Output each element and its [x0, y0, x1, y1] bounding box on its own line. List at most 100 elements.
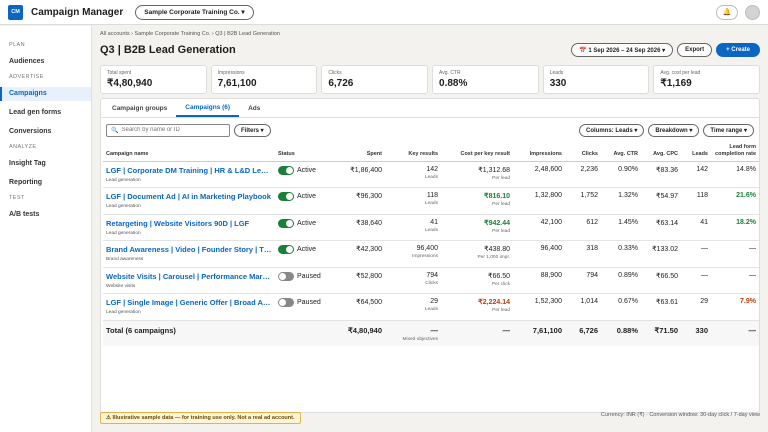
campaign-name-link[interactable]: Brand Awareness | Video | Founder Story … [106, 245, 272, 254]
col-header-status[interactable]: Status [275, 144, 343, 162]
col-header-ctr[interactable]: Avg. CTR [601, 144, 641, 162]
cost-per-result-cell: ₹1,312.68 Per lead [441, 161, 513, 188]
sidebar-item-insight-tag[interactable]: Insight Tag [9, 160, 46, 167]
sidebar-section-plan: PLAN [9, 42, 25, 48]
campaign-name-link[interactable]: LGF | Corporate DM Training | HR & L&D L… [106, 165, 272, 175]
cost-per-result-value: ₹438.80 [484, 246, 510, 253]
sidebar-section-analyze: ANALYZE [9, 144, 37, 150]
campaign-cell: Website Visits | Carousel | Performance … [103, 267, 275, 294]
tab-campaign-groups[interactable]: Campaign groups [112, 104, 168, 112]
sidebar-section-advertise: ADVERTISE [9, 74, 44, 80]
col-header-cost-per-key-result[interactable]: Cost per key result [441, 144, 513, 162]
status-toggle[interactable] [278, 192, 294, 201]
total-cpc: ₹71.50 [641, 319, 681, 346]
kpi-value: 0.88% [439, 78, 468, 89]
ctr-cell: 0.89% [601, 267, 641, 294]
completion-rate-value: 21.6% [736, 192, 756, 199]
export-button[interactable]: Export [677, 43, 713, 57]
impressions-cell: 2,48,600 [513, 161, 565, 188]
completion-rate-value: — [749, 271, 756, 279]
avatar[interactable] [745, 4, 760, 20]
kpi-card-avg-ctr: Avg. CTR 0.88% [432, 65, 539, 94]
campaigns-panel: Campaign groups Campaigns (6) Ads 🔍 Filter… [100, 98, 760, 413]
status-control: Active [278, 218, 340, 228]
sidebar-item-campaigns[interactable]: Campaigns [0, 87, 91, 101]
notifications-bell-icon[interactable]: 🔔 [716, 4, 738, 20]
status-toggle[interactable] [278, 298, 294, 307]
cost-per-result-unit: Per click [491, 281, 510, 287]
status-control: Active [278, 192, 340, 201]
cpc-cell: ₹83.36 [641, 161, 681, 188]
status-toggle[interactable] [278, 245, 294, 254]
sidebar-item-conversions[interactable]: Conversions [9, 128, 52, 135]
clicks-cell: 1,014 [565, 293, 601, 321]
tab-ads[interactable]: Ads [248, 104, 261, 112]
status-label: Active [297, 219, 317, 227]
cost-per-result-unit: Per lead [492, 202, 510, 207]
status-toggle[interactable] [278, 165, 294, 175]
tab-campaigns-6[interactable]: Campaigns (6) [176, 99, 240, 117]
total-clicks: 6,726 [565, 319, 601, 346]
status-toggle[interactable] [278, 218, 294, 228]
leads-cell: 29 [681, 293, 711, 321]
completion-rate-cell: 7.9% [711, 293, 759, 321]
sidebar-item-audiences[interactable]: Audiences [9, 58, 45, 65]
ctr-cell: 0.90% [601, 161, 641, 188]
leads-cell: 118 [681, 187, 711, 215]
col-header-cpc[interactable]: Avg. CPC [641, 144, 681, 162]
breadcrumb[interactable]: All accounts › Sample Corporate Training… [100, 31, 280, 37]
col-header-spent[interactable]: Spent [343, 144, 385, 162]
status-control: Paused [278, 271, 340, 281]
table-row[interactable]: LGF | Single Image | Generic Offer | Bro… [103, 293, 759, 321]
date-range-button[interactable]: 📅 1 Sep 2026 – 24 Sep 2026 ▾ [571, 43, 674, 57]
table-row[interactable]: LGF | Document Ad | AI in Marketing Play… [103, 187, 759, 215]
col-header-impressions[interactable]: Impressions [513, 144, 565, 162]
col-header-clicks[interactable]: Clicks [565, 144, 601, 162]
sidebar-item-a-b-tests[interactable]: A/B tests [9, 211, 40, 218]
total-impressions: 7,61,100 [513, 319, 565, 346]
leads-cell: 142 [681, 161, 711, 188]
filters-button[interactable]: Filters ▾ [234, 123, 271, 137]
key-results-cell: 794 Clicks [385, 267, 441, 294]
col-header-completion-rate[interactable]: Lead form completion rate [711, 144, 759, 162]
clicks-cell: 2,236 [565, 161, 601, 188]
key-results-unit: Leads [424, 174, 438, 180]
sidebar-item-reporting[interactable]: Reporting [9, 179, 43, 186]
campaign-cell: LGF | Corporate DM Training | HR & L&D L… [103, 161, 275, 188]
cost-per-result-unit: Per lead [492, 308, 510, 313]
main-content: All accounts › Sample Corporate Training… [100, 26, 761, 413]
cpc-cell: ₹54.97 [641, 187, 681, 215]
time-range-button[interactable]: Time range ▾ [703, 123, 754, 137]
completion-rate-cell: 14.8% [711, 161, 759, 188]
table-row[interactable]: Website Visits | Carousel | Performance … [103, 267, 759, 294]
col-header-key-results[interactable]: Key results [385, 144, 441, 162]
search-icon: 🔍 [111, 127, 119, 134]
account-switcher[interactable]: Sample Corporate Training Co. ▾ [135, 4, 254, 20]
search-box[interactable]: 🔍 [106, 123, 230, 137]
campaign-name-link[interactable]: Website Visits | Carousel | Performance … [106, 271, 272, 281]
table-row[interactable]: LGF | Corporate DM Training | HR & L&D L… [103, 161, 759, 188]
search-input[interactable] [121, 127, 225, 133]
key-results-cell: 118 Leads [385, 187, 441, 215]
ctr-cell: 1.32% [601, 187, 641, 215]
status-label: Active [297, 193, 317, 200]
columns-button[interactable]: Columns: Leads ▾ [579, 123, 645, 137]
campaign-name-link[interactable]: LGF | Document Ad | AI in Marketing Play… [106, 192, 271, 201]
kpi-label: Leads [549, 70, 564, 76]
kpi-label: Avg. CTR [439, 70, 461, 76]
cost-per-result-unit: Per lead [492, 228, 510, 234]
create-button[interactable]: + Create [716, 43, 760, 57]
sidebar-item-lead-gen-forms[interactable]: Lead gen forms [9, 109, 62, 116]
app-logo[interactable]: CM [8, 4, 23, 20]
breakdown-button[interactable]: Breakdown ▾ [648, 123, 700, 137]
spent-cell: ₹38,640 [343, 214, 385, 241]
cost-per-result-cell: ₹2,224.14 Per lead [441, 293, 513, 321]
col-header-name[interactable]: Campaign name [103, 144, 275, 162]
spent-cell: ₹1,86,400 [343, 161, 385, 188]
status-toggle[interactable] [278, 271, 294, 281]
campaign-name-link[interactable]: LGF | Single Image | Generic Offer | Bro… [106, 298, 272, 307]
col-header-leads[interactable]: Leads [681, 144, 711, 162]
table-row[interactable]: Brand Awareness | Video | Founder Story … [103, 240, 759, 268]
campaign-name-link[interactable]: Retargeting | Website Visitors 90D | LGF [106, 218, 250, 228]
table-row[interactable]: Retargeting | Website Visitors 90D | LGF… [103, 214, 759, 241]
